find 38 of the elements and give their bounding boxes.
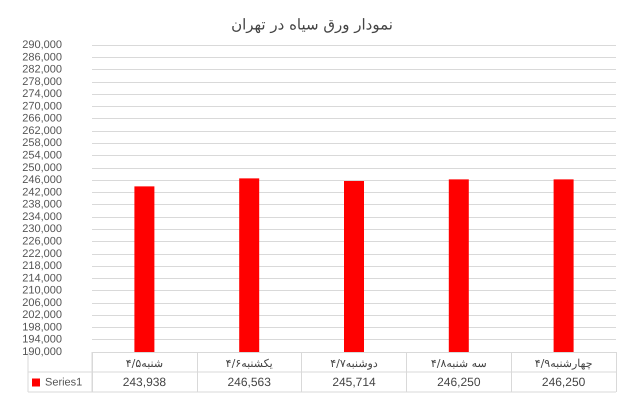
x-tick-label: شنبه۴/۵ [126,357,164,370]
y-tick-label: 270,000 [22,100,62,112]
chart-title: نمودار ورق سیاه در تهران [231,16,393,34]
y-tick-label: 230,000 [22,223,62,236]
y-tick-label: 254,000 [22,150,62,162]
data-label: 246,563 [228,375,272,389]
y-tick-label: 198,000 [22,321,62,334]
legend-label: Series1 [45,376,82,388]
y-tick-label: 202,000 [22,309,62,322]
y-tick-label: 262,000 [22,124,62,137]
y-tick-label: 226,000 [22,235,62,248]
y-tick-label: 238,000 [22,198,62,211]
y-tick-label: 210,000 [22,284,62,297]
y-tick-label: 222,000 [22,248,62,260]
data-label: 246,250 [542,375,586,389]
y-tick-label: 274,000 [22,88,62,100]
y-tick-label: 290,000 [22,39,62,51]
y-tick-label: 242,000 [22,186,62,198]
y-tick-label: 258,000 [22,137,62,150]
y-tick-label: 190,000 [22,346,62,358]
y-tick-label: 206,000 [22,296,62,309]
x-tick-label: دوشنبه۴/۷ [330,357,378,370]
x-tick-label: یکشنبه۴/۶ [226,357,273,370]
y-tick-label: 278,000 [22,76,62,88]
y-tick-label: 286,000 [22,51,62,64]
y-tick-label: 266,000 [22,112,62,125]
y-tick-label: 194,000 [22,334,62,346]
x-tick-label: سه شنبه۴/۸ [430,357,487,370]
y-tick-label: 214,000 [22,272,62,284]
y-tick-label: 250,000 [22,162,62,174]
x-tick-label: چهارشنبه۴/۹ [534,357,593,370]
y-tick-label: 282,000 [22,64,62,76]
data-label: 243,938 [122,375,166,389]
y-tick-label: 218,000 [22,260,62,272]
data-label: 245,714 [332,375,376,389]
y-tick-label: 234,000 [22,210,62,223]
y-tick-label: 246,000 [22,174,62,186]
data-label: 246,250 [437,375,481,389]
